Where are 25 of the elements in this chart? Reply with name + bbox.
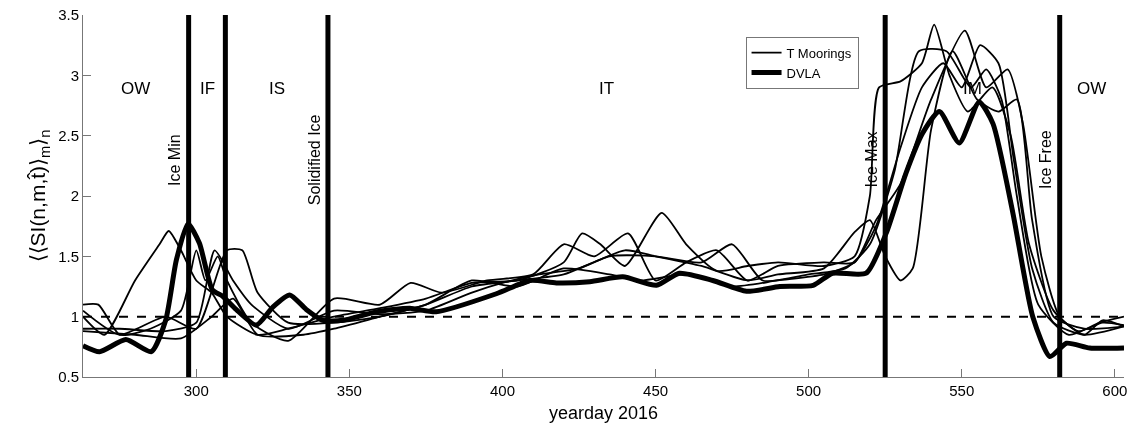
y-tick-label: 2.5 (58, 126, 79, 144)
annotation: IS (269, 79, 286, 98)
y-tick-label: 0.5 (58, 368, 79, 386)
y-tick-label: 3.5 (58, 6, 79, 24)
annotation: IT (599, 79, 615, 98)
annotation: OW (1077, 79, 1107, 98)
x-tick-label: 300 (183, 382, 209, 399)
x-tick-label: 450 (643, 382, 669, 399)
y-tick-label: 3 (70, 66, 79, 84)
annotation: IF (200, 79, 216, 98)
x-tick-label: 550 (949, 382, 975, 399)
ref-line-label: Solidified Ice (305, 114, 323, 206)
y-tick-label: 1.5 (58, 247, 79, 265)
x-axis-title: yearday 2016 (548, 403, 659, 424)
legend-label: DVLA (786, 65, 821, 81)
legend-label: T Moorings (786, 45, 852, 61)
y-tick-label: 2 (70, 187, 79, 205)
ref-line-label: Ice Min (166, 134, 184, 186)
annotation: OW (121, 79, 151, 98)
x-tick-label: 350 (336, 382, 362, 399)
x-tick-label: 500 (796, 382, 822, 399)
x-tick-label: 600 (1102, 382, 1128, 399)
y-tick-label: 1 (70, 307, 79, 325)
ref-line-label: Ice Free (1037, 130, 1055, 189)
x-tick-label: 400 (489, 382, 515, 399)
